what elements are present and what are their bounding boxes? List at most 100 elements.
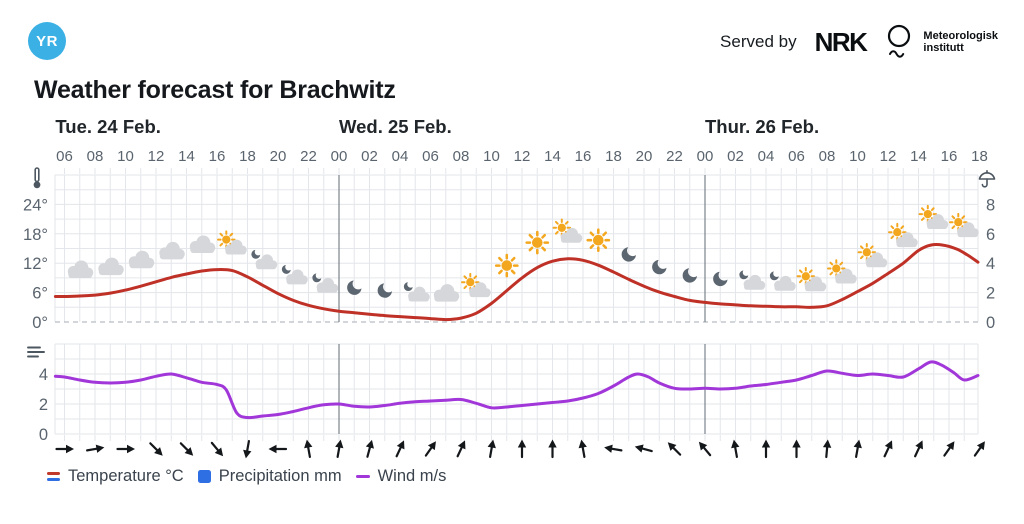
temperature-axis-label: 24°: [23, 196, 48, 214]
wind-icon: [27, 346, 45, 358]
wind-axis-label: 2: [39, 396, 48, 414]
wind-direction-arrow: [943, 441, 955, 457]
time-label: 14: [544, 148, 561, 165]
met-institute-icon: [888, 24, 911, 58]
grid: [54, 168, 979, 441]
time-label: 22: [666, 148, 683, 165]
day-label: Tue. 24 Feb.: [55, 116, 161, 137]
time-label: 12: [514, 148, 531, 165]
legend-temperature-label: Temperature °C: [68, 467, 184, 485]
weather-icon-partly-sunny: [827, 259, 857, 284]
wind-direction-arrow: [365, 439, 374, 458]
weather-icon-sunny: [586, 228, 611, 253]
time-label: 18: [239, 148, 256, 165]
temperature-axis-label: 12°: [23, 255, 48, 273]
thermometer-icon: [33, 167, 41, 189]
wind-legend-icon: [355, 474, 370, 479]
time-label: 08: [453, 148, 470, 165]
wind-direction-arrow: [456, 440, 466, 458]
time-label: 14: [178, 148, 195, 165]
weather-icon-night-cloudy: [739, 270, 766, 290]
wind-direction-arrow: [86, 444, 105, 453]
wind-direction-arrow: [424, 441, 436, 457]
wind-direction-arrow: [304, 439, 313, 458]
yr-logo-text: YR: [36, 32, 58, 50]
wind-direction-arrow: [792, 439, 801, 459]
wind-axis-label: 4: [39, 366, 48, 384]
wind-direction-arrow: [268, 444, 288, 454]
weather-icon-clear-night: [652, 259, 667, 275]
wind-direction-arrow: [853, 439, 862, 458]
weather-icon-partly-sunny: [552, 218, 583, 243]
precipitation-axis-label: 6: [986, 226, 995, 244]
time-label: 02: [361, 148, 378, 165]
wind-direction-arrow: [149, 442, 163, 456]
wind-direction-arrow: [973, 441, 985, 457]
wind-direction-arrow: [761, 439, 771, 459]
precipitation-axis-label: 4: [986, 255, 995, 273]
served-by: Served by NRK Meteorologisk institutt: [720, 24, 998, 60]
weather-icon-night-cloudy: [281, 264, 308, 285]
time-label: 10: [849, 148, 866, 165]
legend-temperature: Temperature °C: [47, 467, 184, 486]
weather-icon-cloudy: [128, 250, 155, 269]
meteogram-chart: Tue. 24 Feb. Wed. 25 Feb. Thur. 26 Feb.06 0…: [23, 116, 996, 459]
time-label: 02: [727, 148, 744, 165]
precipitation-axis-label: 2: [986, 285, 995, 303]
time-label: 08: [819, 148, 836, 165]
precipitation-axis-label: 8: [986, 196, 995, 214]
weather-icon-partly-sunny: [949, 212, 979, 238]
page-title: Weather forecast for Brachwitz: [34, 76, 396, 104]
weather-icon-night-cloudy: [312, 273, 339, 293]
wind-direction-arrow: [578, 439, 587, 458]
time-label: 06: [788, 148, 805, 165]
temperature-line: [53, 243, 980, 322]
wind-direction-arrow: [822, 439, 832, 459]
wind-direction-arrow: [731, 439, 740, 458]
met-institute-logo: Meteorologisk institutt: [884, 24, 998, 60]
weather-icon-clear-night: [621, 247, 636, 262]
wind-arrows: [55, 439, 985, 459]
weather-icon-night-cloudy: [403, 282, 430, 302]
time-label: 12: [148, 148, 165, 165]
precipitation-legend-icon: [197, 470, 211, 483]
wind-line: [53, 360, 980, 420]
weather-icon-clear-night: [347, 280, 362, 295]
time-label: 14: [910, 148, 927, 165]
weather-icon-cloudy: [67, 260, 94, 278]
weather-icon-partly-sunny: [918, 204, 949, 230]
precipitation-axis-label: 0: [986, 314, 995, 332]
wind-axis-label: 0: [39, 426, 48, 444]
wind-direction-arrow: [395, 440, 405, 458]
time-label: 04: [758, 148, 775, 165]
wind-direction-arrow: [335, 439, 344, 458]
weather-icon-cloudy: [98, 257, 124, 276]
time-label: 20: [270, 148, 287, 165]
wind-direction-arrow: [604, 444, 623, 453]
wind-direction-arrow: [243, 440, 252, 459]
weather-icon-sunny: [494, 253, 519, 278]
wind-direction-arrow: [883, 440, 893, 458]
wind-direction-arrow: [179, 442, 194, 456]
temperature-axis-label: 6°: [32, 285, 48, 303]
met-institute-text: Meteorologisk institutt: [923, 29, 998, 55]
weather-icons: [67, 204, 979, 302]
time-label: 12: [880, 148, 897, 165]
weather-icon-clear-night: [682, 268, 697, 283]
yr-logo[interactable]: YR: [28, 22, 66, 60]
legend-precipitation: Precipitation mm: [197, 467, 342, 486]
wind-direction-arrow: [116, 444, 135, 454]
wind-direction-arrow: [487, 439, 496, 458]
wind-direction-arrow: [634, 444, 653, 453]
wind-direction-arrow: [667, 442, 682, 456]
day-label: Wed. 25 Feb.: [339, 116, 452, 137]
weather-icon-partly-sunny: [888, 222, 918, 248]
time-label: 18: [605, 148, 622, 165]
weather-icon-partly-sunny: [217, 230, 247, 255]
weather-icon-partly-sunny: [796, 267, 827, 292]
weather-icon-night-cloudy: [251, 249, 278, 270]
time-label: 08: [87, 148, 104, 165]
wind-direction-arrow: [517, 439, 527, 459]
time-label: 00: [331, 148, 348, 165]
